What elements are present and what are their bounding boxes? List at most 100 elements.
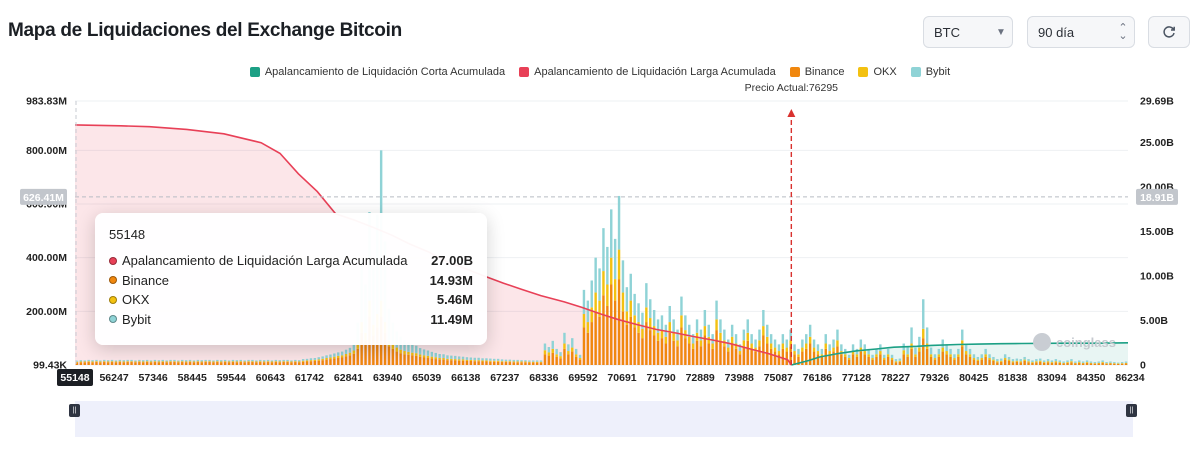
bar-okx xyxy=(746,332,749,341)
bar-binance xyxy=(547,355,551,365)
bar-okx xyxy=(473,360,476,362)
bar-bybit xyxy=(719,319,722,333)
bar-binance xyxy=(1066,362,1069,365)
bar-bybit xyxy=(520,360,523,362)
bar-okx xyxy=(539,361,543,363)
bar-binance xyxy=(235,362,239,365)
bar-bybit xyxy=(1042,360,1046,363)
bar-binance xyxy=(914,356,917,365)
bar-okx xyxy=(992,359,995,361)
bar-binance xyxy=(489,361,492,365)
bar-bybit xyxy=(442,354,445,359)
bar-okx xyxy=(161,361,164,363)
bar-okx xyxy=(270,361,274,363)
legend-item-short[interactable]: Apalancamiento de Liquidación Corta Acum… xyxy=(249,66,505,78)
bar-bybit xyxy=(243,360,246,362)
bar-bybit xyxy=(777,344,781,352)
legend-item-long[interactable]: Apalancamiento de Liquidación Larga Acum… xyxy=(519,66,776,78)
legend-item-bybit[interactable]: Bybit xyxy=(910,66,950,78)
bar-bybit xyxy=(286,359,289,362)
bar-binance xyxy=(567,354,570,365)
bar-binance xyxy=(766,343,769,365)
legend-item-okx[interactable]: OKX xyxy=(858,66,897,78)
bar-binance xyxy=(169,362,172,365)
bar-okx xyxy=(321,358,324,361)
range-select[interactable]: 90 día ⌃ ⌄ xyxy=(1027,16,1135,48)
bar-bybit xyxy=(875,348,878,355)
bar-bybit xyxy=(512,359,515,362)
bar-okx xyxy=(290,361,293,363)
bar-binance xyxy=(255,362,258,365)
bar-binance xyxy=(223,362,227,365)
x-tick-label: 81838 xyxy=(998,372,1027,384)
bar-bybit xyxy=(773,339,777,348)
bar-okx xyxy=(477,360,480,362)
bar-okx xyxy=(130,361,133,363)
bar-binance xyxy=(660,338,664,365)
bar-binance xyxy=(949,356,952,365)
bar-okx xyxy=(836,340,839,347)
bar-binance xyxy=(1027,362,1030,365)
bar-bybit xyxy=(750,334,753,344)
zoom-handle-right[interactable]: || xyxy=(1126,404,1137,417)
bar-okx xyxy=(231,361,235,363)
bar-binance xyxy=(910,348,913,365)
x-tick-label: 71790 xyxy=(647,372,676,384)
bar-binance xyxy=(602,295,605,365)
bar-okx xyxy=(450,358,453,361)
bar-binance xyxy=(1019,362,1022,365)
bar-binance xyxy=(715,330,718,365)
bar-okx xyxy=(988,358,991,360)
bar-binance xyxy=(220,362,223,365)
bar-bybit xyxy=(641,312,644,329)
bar-bybit xyxy=(925,327,929,344)
bar-binance xyxy=(208,362,211,365)
bar-binance xyxy=(294,362,297,365)
y-right-tick-label: 10.00B xyxy=(1140,271,1174,283)
zoom-slider-track[interactable] xyxy=(75,401,1133,437)
tooltip-dot xyxy=(109,315,117,324)
bar-bybit xyxy=(411,344,414,353)
bar-binance xyxy=(664,343,668,365)
bar-binance xyxy=(1109,363,1112,365)
bar-okx xyxy=(103,361,106,363)
bar-binance xyxy=(625,324,629,365)
x-tick-label: 86234 xyxy=(1115,372,1144,384)
bar-okx xyxy=(715,319,718,331)
current-price-label: Precio Actual:76295 xyxy=(745,82,839,94)
bar-bybit xyxy=(75,360,79,362)
bar-bybit xyxy=(582,289,586,315)
refresh-button[interactable] xyxy=(1148,16,1190,48)
bar-bybit xyxy=(730,324,734,337)
bar-binance xyxy=(867,356,870,365)
bar-binance xyxy=(968,356,972,365)
bar-bybit xyxy=(1070,359,1073,362)
bar-okx xyxy=(469,359,473,361)
x-tick-label: 73988 xyxy=(725,372,754,384)
bar-bybit xyxy=(340,351,344,356)
legend-item-binance[interactable]: Binance xyxy=(789,66,844,78)
bar-binance xyxy=(309,361,313,365)
bar-bybit xyxy=(270,360,274,362)
bar-bybit xyxy=(325,355,328,359)
watermark-text: coinglass xyxy=(1056,335,1116,350)
bar-okx xyxy=(730,336,734,344)
bar-okx xyxy=(91,361,94,363)
zoom-handle-left[interactable]: || xyxy=(69,404,80,417)
bar-okx xyxy=(1015,360,1019,362)
bar-okx xyxy=(918,347,921,352)
bar-binance xyxy=(824,348,827,365)
bar-bybit xyxy=(294,359,297,362)
bar-binance xyxy=(372,335,375,365)
crosshair-right-badge xyxy=(1136,188,1178,205)
bar-bybit xyxy=(181,359,184,362)
bar-bybit xyxy=(992,356,995,360)
bar-bybit xyxy=(793,344,796,352)
coin-select[interactable]: BTC ▼ xyxy=(923,16,1013,48)
bar-okx xyxy=(914,354,917,357)
bar-bybit xyxy=(886,348,890,355)
bar-bybit xyxy=(840,344,843,352)
y-left-tick-label: 99.43K xyxy=(33,360,67,372)
bar-okx xyxy=(153,361,157,363)
bar-okx xyxy=(1074,362,1077,364)
